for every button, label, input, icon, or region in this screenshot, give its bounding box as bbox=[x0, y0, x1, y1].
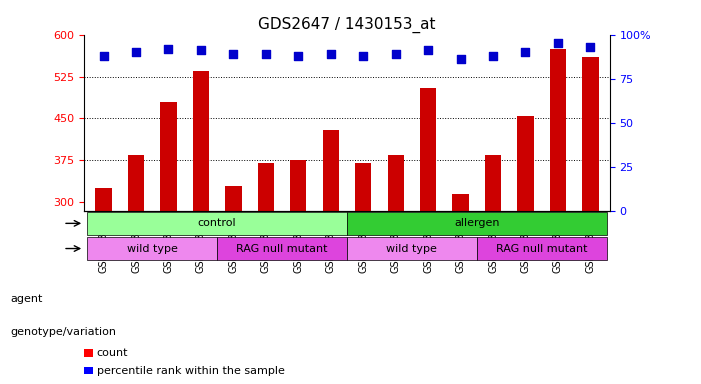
Text: control: control bbox=[198, 218, 236, 228]
Text: agent: agent bbox=[11, 294, 43, 304]
FancyBboxPatch shape bbox=[88, 212, 347, 235]
Point bbox=[520, 49, 531, 55]
Bar bbox=[258, 163, 274, 370]
Point bbox=[487, 53, 498, 59]
Title: GDS2647 / 1430153_at: GDS2647 / 1430153_at bbox=[258, 17, 436, 33]
Text: RAG null mutant: RAG null mutant bbox=[496, 243, 587, 253]
Point bbox=[325, 51, 336, 57]
FancyBboxPatch shape bbox=[217, 237, 347, 260]
Point bbox=[163, 46, 174, 52]
FancyBboxPatch shape bbox=[477, 237, 606, 260]
Bar bbox=[517, 116, 533, 370]
Text: allergen: allergen bbox=[454, 218, 500, 228]
Point bbox=[130, 49, 142, 55]
Text: genotype/variation: genotype/variation bbox=[11, 327, 116, 337]
Bar bbox=[161, 102, 177, 370]
Bar bbox=[583, 57, 599, 370]
Bar bbox=[128, 155, 144, 370]
FancyBboxPatch shape bbox=[347, 237, 477, 260]
Bar bbox=[322, 130, 339, 370]
Point bbox=[260, 51, 271, 57]
Text: RAG null mutant: RAG null mutant bbox=[236, 243, 328, 253]
Point bbox=[585, 44, 596, 50]
Bar bbox=[452, 194, 469, 370]
Text: percentile rank within the sample: percentile rank within the sample bbox=[97, 366, 285, 376]
Point bbox=[98, 53, 109, 59]
Point bbox=[552, 40, 564, 46]
Bar bbox=[225, 185, 242, 370]
Point bbox=[423, 47, 434, 53]
Text: wild type: wild type bbox=[386, 243, 437, 253]
Bar bbox=[388, 155, 404, 370]
Bar bbox=[355, 163, 372, 370]
Point bbox=[196, 47, 207, 53]
Bar bbox=[95, 189, 111, 370]
FancyBboxPatch shape bbox=[88, 237, 217, 260]
Bar bbox=[485, 155, 501, 370]
Text: wild type: wild type bbox=[127, 243, 178, 253]
Bar bbox=[550, 48, 566, 370]
FancyBboxPatch shape bbox=[347, 212, 606, 235]
Point bbox=[455, 56, 466, 62]
Point bbox=[358, 53, 369, 59]
Point bbox=[293, 53, 304, 59]
Point bbox=[390, 51, 401, 57]
Bar bbox=[193, 71, 209, 370]
Text: count: count bbox=[97, 348, 128, 358]
Point bbox=[228, 51, 239, 57]
Bar bbox=[420, 88, 436, 370]
Bar bbox=[290, 161, 306, 370]
